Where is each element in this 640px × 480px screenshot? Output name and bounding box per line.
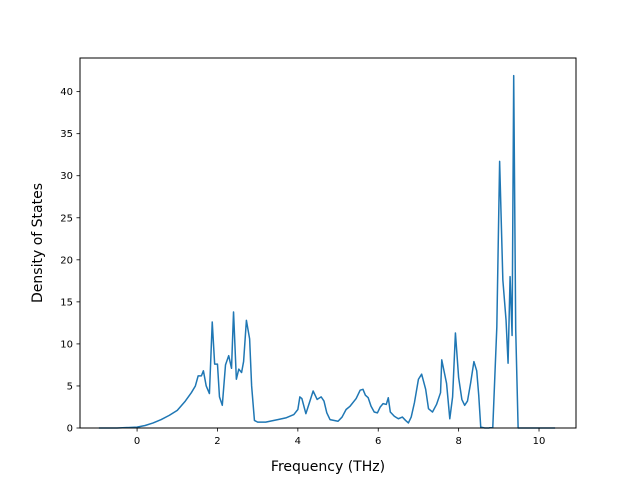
y-tick-label: 30 bbox=[60, 171, 73, 182]
y-tick-label: 15 bbox=[60, 297, 73, 308]
y-tick-label: 5 bbox=[67, 381, 73, 392]
x-tick-label: 4 bbox=[295, 436, 301, 447]
y-axis-label: Density of States bbox=[30, 183, 46, 303]
y-tick-label: 10 bbox=[60, 339, 73, 350]
axes-layer bbox=[79, 57, 577, 429]
y-tick-label: 40 bbox=[60, 87, 73, 98]
series-line-0 bbox=[98, 74, 556, 429]
x-tick-label: 10 bbox=[533, 436, 546, 447]
plot-frame bbox=[79, 57, 577, 429]
y-tick-label: 35 bbox=[60, 129, 73, 140]
plot-area bbox=[80, 58, 576, 428]
x-tick-label: 2 bbox=[214, 436, 220, 447]
x-tick-label: 8 bbox=[455, 436, 461, 447]
x-ticks: 0 2 4 6 8 10 bbox=[134, 428, 545, 447]
y-ticks: 0 5 10 15 20 25 30 35 40 bbox=[60, 87, 80, 435]
x-axis-label: Frequency (THz) bbox=[271, 459, 385, 475]
x-tick-label: 6 bbox=[375, 436, 381, 447]
x-tick-label: 0 bbox=[134, 436, 140, 447]
data-layer bbox=[98, 74, 556, 429]
y-tick-label: 25 bbox=[60, 213, 73, 224]
y-tick-label: 20 bbox=[60, 255, 73, 266]
y-tick-label: 0 bbox=[67, 424, 73, 435]
